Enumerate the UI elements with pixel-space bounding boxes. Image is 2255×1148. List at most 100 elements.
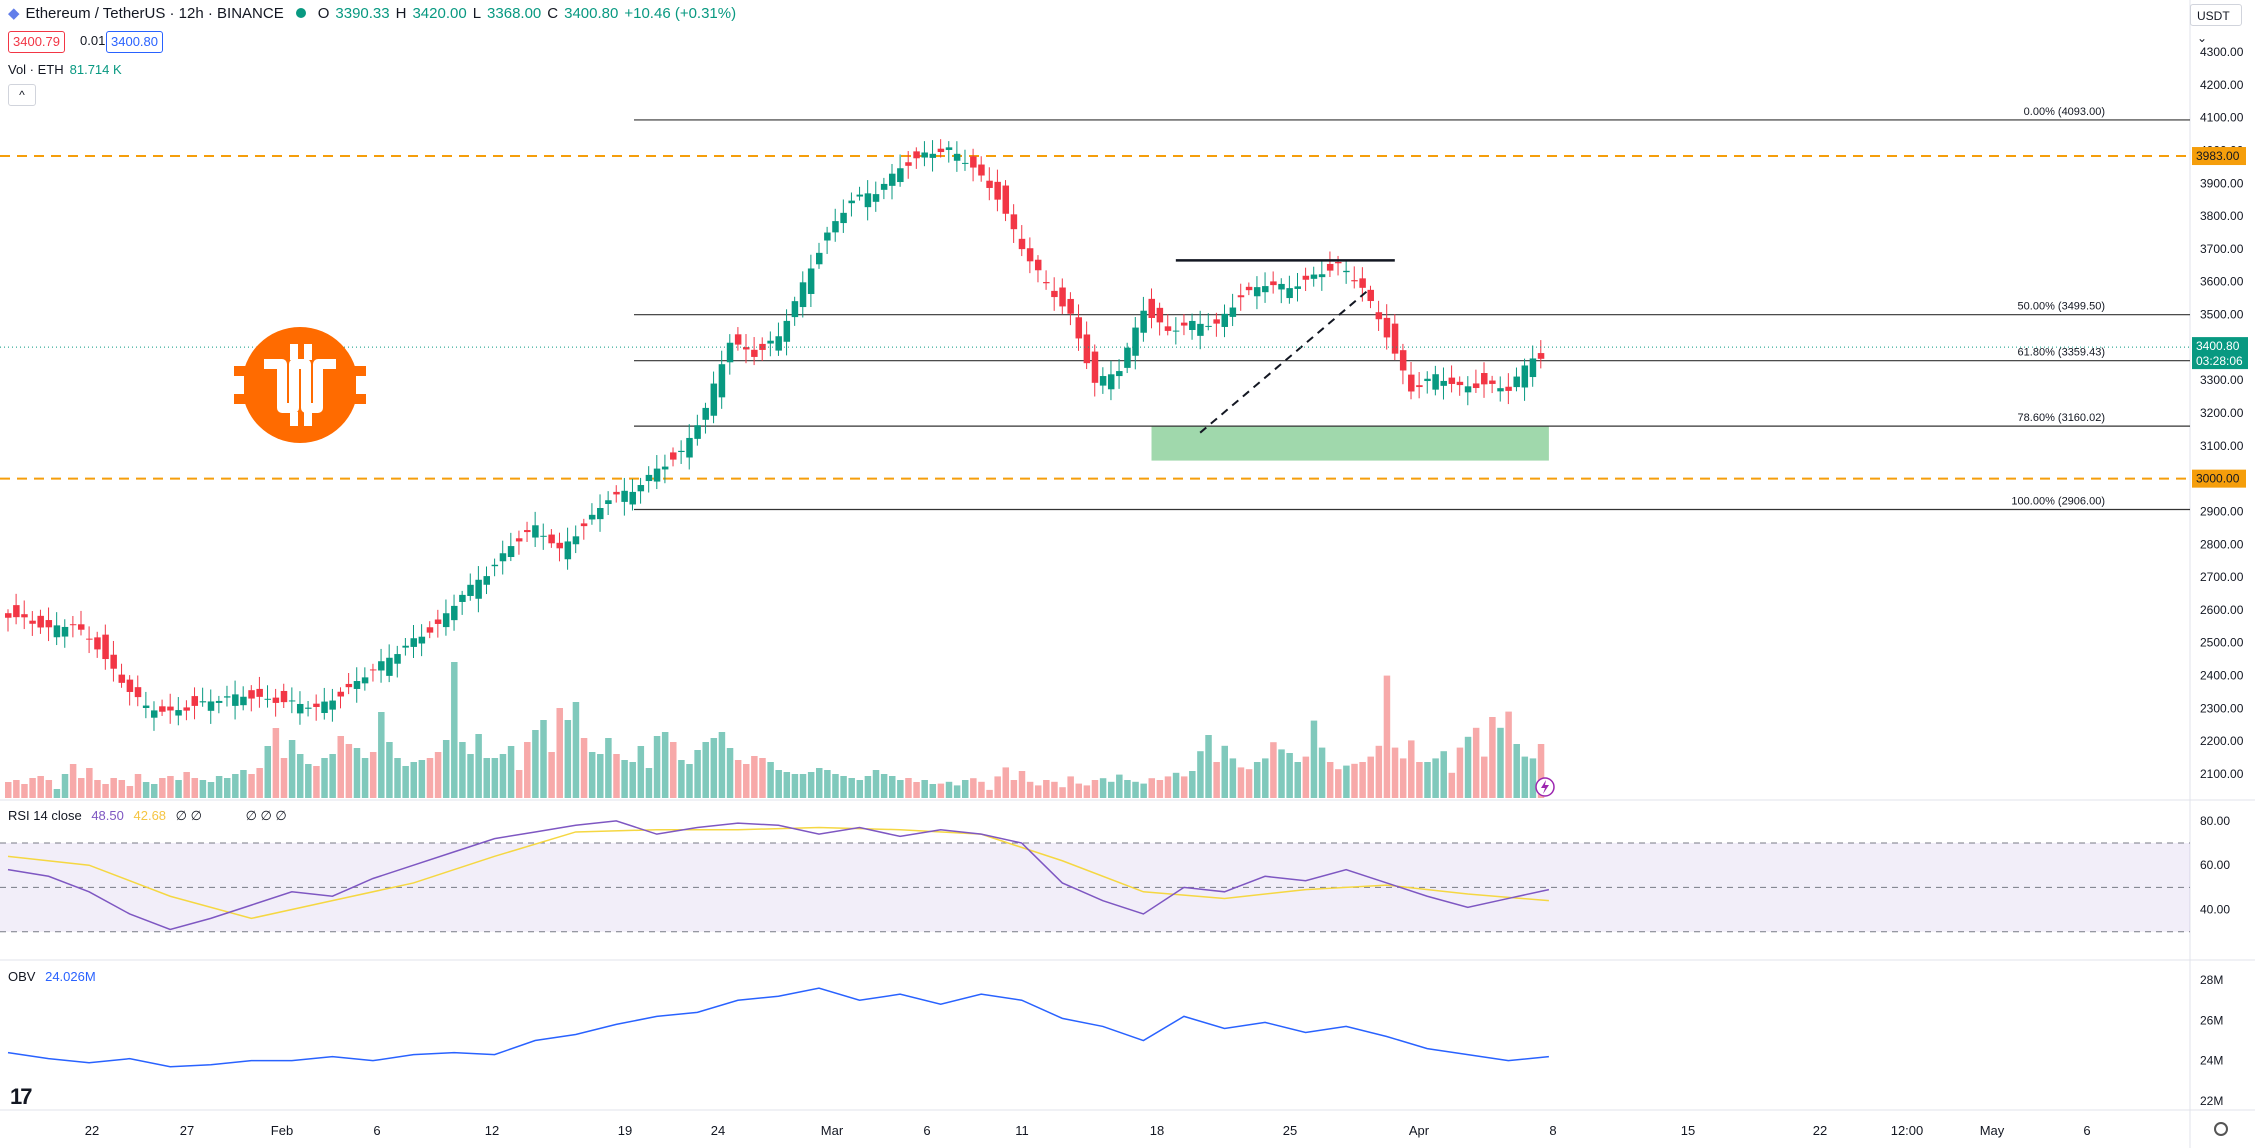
volume-bar: [1464, 736, 1472, 798]
volume-bar: [524, 742, 531, 798]
volume-bar: [288, 740, 296, 798]
currency-dropdown[interactable]: USDT ⌄: [2190, 4, 2242, 45]
candle-body: [791, 301, 799, 318]
volume-bar: [759, 758, 766, 798]
candle-body: [824, 232, 831, 241]
x-tick-label: 12:00: [1891, 1123, 1924, 1138]
candle-body: [77, 624, 85, 630]
candle-body: [491, 564, 499, 567]
volume-bar: [402, 766, 409, 798]
settings-icon[interactable]: [2214, 1122, 2228, 1136]
obv-line: [7, 987, 1549, 1068]
candle-body: [1278, 283, 1285, 290]
candle-body: [394, 654, 401, 664]
candle-body: [5, 613, 12, 618]
volume-bar: [556, 708, 563, 798]
candle-body: [1172, 330, 1180, 332]
candle-body: [710, 383, 718, 416]
volume-value: 81.714 K: [69, 62, 122, 77]
volume-bar: [1375, 745, 1383, 798]
candle-body: [215, 700, 223, 703]
x-tick-label: 11: [1015, 1123, 1029, 1138]
candle-body: [459, 594, 466, 602]
volume-bar: [1513, 744, 1520, 798]
volume-bar: [1391, 747, 1399, 798]
candle-body: [548, 534, 555, 544]
fib-level-label: 100.00% (2906.00): [2011, 495, 2105, 507]
candle-body: [1448, 377, 1456, 384]
buy-price-button[interactable]: 3400.80: [106, 31, 163, 53]
volume-bar: [1189, 771, 1196, 798]
candle-body: [986, 180, 993, 188]
x-tick-label: 8: [1549, 1123, 1556, 1138]
candle-body: [1391, 323, 1399, 354]
candle-body: [978, 164, 985, 176]
volume-bar: [150, 784, 158, 798]
fib-level-label: 61.80% (3359.43): [2018, 347, 2105, 359]
volume-bar: [1286, 753, 1293, 798]
volume-bar: [240, 770, 247, 798]
candle-body: [905, 162, 912, 166]
candle-body: [434, 619, 442, 624]
volume-bar: [142, 782, 150, 798]
candle-body: [1043, 282, 1050, 284]
tradingview-logo-icon[interactable]: 17: [10, 1084, 33, 1109]
volume-bar: [369, 752, 377, 798]
volume-bar: [29, 778, 36, 798]
volume-bar: [1335, 769, 1342, 798]
candle-body: [296, 703, 304, 714]
candle-body: [921, 152, 928, 158]
candle-body: [167, 706, 174, 711]
candle-body: [1416, 385, 1423, 388]
volume-bar: [645, 768, 653, 798]
candle-body: [743, 347, 750, 350]
candle-body: [1197, 323, 1204, 336]
volume-bar: [313, 766, 320, 798]
y-tick-label: 3900.00: [2200, 176, 2244, 190]
symbol-title[interactable]: Ethereum / TetherUS · 12h · BINANCE: [25, 4, 284, 22]
x-tick-label: 24: [711, 1123, 725, 1138]
candle-body: [1399, 350, 1407, 371]
candle-body: [1124, 347, 1131, 368]
candle-body: [53, 625, 61, 638]
y-tick-label: 2400.00: [2200, 669, 2244, 683]
candle-body: [686, 437, 693, 458]
candle-body: [637, 485, 645, 492]
candle-body: [515, 538, 523, 542]
candle-body: [1245, 286, 1253, 291]
volume-bar: [564, 720, 572, 798]
candle-body: [621, 490, 628, 502]
candle-body: [1375, 312, 1383, 320]
spread-value: 0.01: [80, 33, 106, 48]
volume-bar: [880, 774, 888, 798]
volume-bar: [637, 746, 645, 798]
candle-body: [1205, 325, 1212, 327]
volume-bar: [394, 758, 401, 798]
candle-body: [1253, 287, 1261, 297]
volume-bar: [1083, 785, 1091, 798]
x-tick-label: 22: [1813, 1123, 1827, 1138]
candle-body: [256, 688, 263, 697]
candle-body: [305, 707, 312, 709]
volume-bar: [986, 789, 993, 798]
volume-bar: [1034, 785, 1042, 798]
candle-body: [1091, 351, 1099, 383]
candle-body: [953, 153, 961, 161]
volume-bar: [1059, 787, 1066, 798]
sell-price-button[interactable]: 3400.79: [8, 31, 65, 53]
candle-body: [142, 705, 150, 708]
candle-body: [1286, 288, 1293, 299]
volume-bar: [743, 764, 750, 798]
candle-body: [970, 156, 977, 168]
candle-body: [110, 654, 117, 669]
candle-body: [378, 661, 385, 671]
candle-body: [118, 674, 126, 683]
volume-bar: [1107, 781, 1115, 798]
rsi-legend: RSI 14 close 48.50 42.68 ∅ ∅ ∅ ∅ ∅: [8, 808, 287, 824]
y-tick-label: 3600.00: [2200, 275, 2244, 289]
volume-bar: [1367, 756, 1374, 798]
collapse-chevron-icon[interactable]: ^: [8, 84, 36, 106]
level-price-label: 3000.00: [2196, 472, 2240, 486]
candle-body: [1335, 261, 1342, 264]
